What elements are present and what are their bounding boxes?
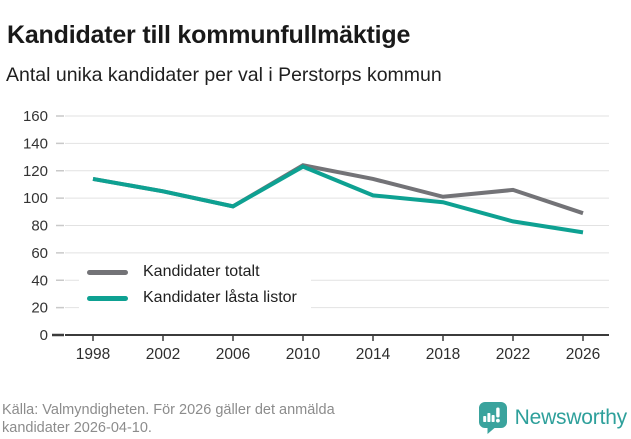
y-axis-label: 140 [23,135,48,152]
legend-label-total: Kandidater totalt [143,263,260,280]
y-axis-label: 160 [23,108,48,125]
legend: Kandidater totalt Kandidater låsta listo… [79,258,311,314]
y-axis-label: 80 [31,218,48,235]
legend-label-locked: Kandidater låsta listor [143,289,297,306]
source-note-line2: kandidater 2026-04-10. [2,419,152,436]
x-axis-label: 2022 [496,346,530,363]
x-axis-label: 2002 [146,346,180,363]
series-line-total [92,163,584,216]
y-axis-label: 100 [23,190,48,207]
x-axis-label: 2026 [566,346,600,363]
series-line-locked [92,164,584,235]
legend-swatch-locked [87,295,128,301]
newsworthy-logo[interactable]: Newsworthy [478,401,627,434]
y-axis-label: 60 [31,245,48,262]
legend-swatch-total [87,269,128,275]
y-axis-label: 20 [31,300,48,317]
legend-item-locked: Kandidater låsta listor [87,289,297,307]
y-axis-label: 0 [40,327,48,344]
x-axis-label: 2014 [356,346,391,363]
page-title: Kandidater till kommunfullmäktige [7,20,411,49]
chart-subtitle: Antal unika kandidater per val i Perstor… [6,64,442,86]
x-axis-label: 2006 [216,346,250,363]
x-axis-label: 2010 [286,346,321,363]
legend-item-total: Kandidater totalt [87,263,297,281]
newsworthy-bar-chart-icon [478,402,507,434]
source-note-line1: Källa: Valmyndigheten. För 2026 gäller d… [2,402,335,418]
newsworthy-wordmark: Newsworthy [514,405,628,429]
y-axis-label: 120 [23,163,48,180]
x-axis-label: 1998 [76,346,110,363]
x-axis-label: 2018 [426,346,460,363]
source-note: Källa: Valmyndigheten. För 2026 gäller d… [2,402,335,437]
y-axis-label: 40 [31,272,48,289]
